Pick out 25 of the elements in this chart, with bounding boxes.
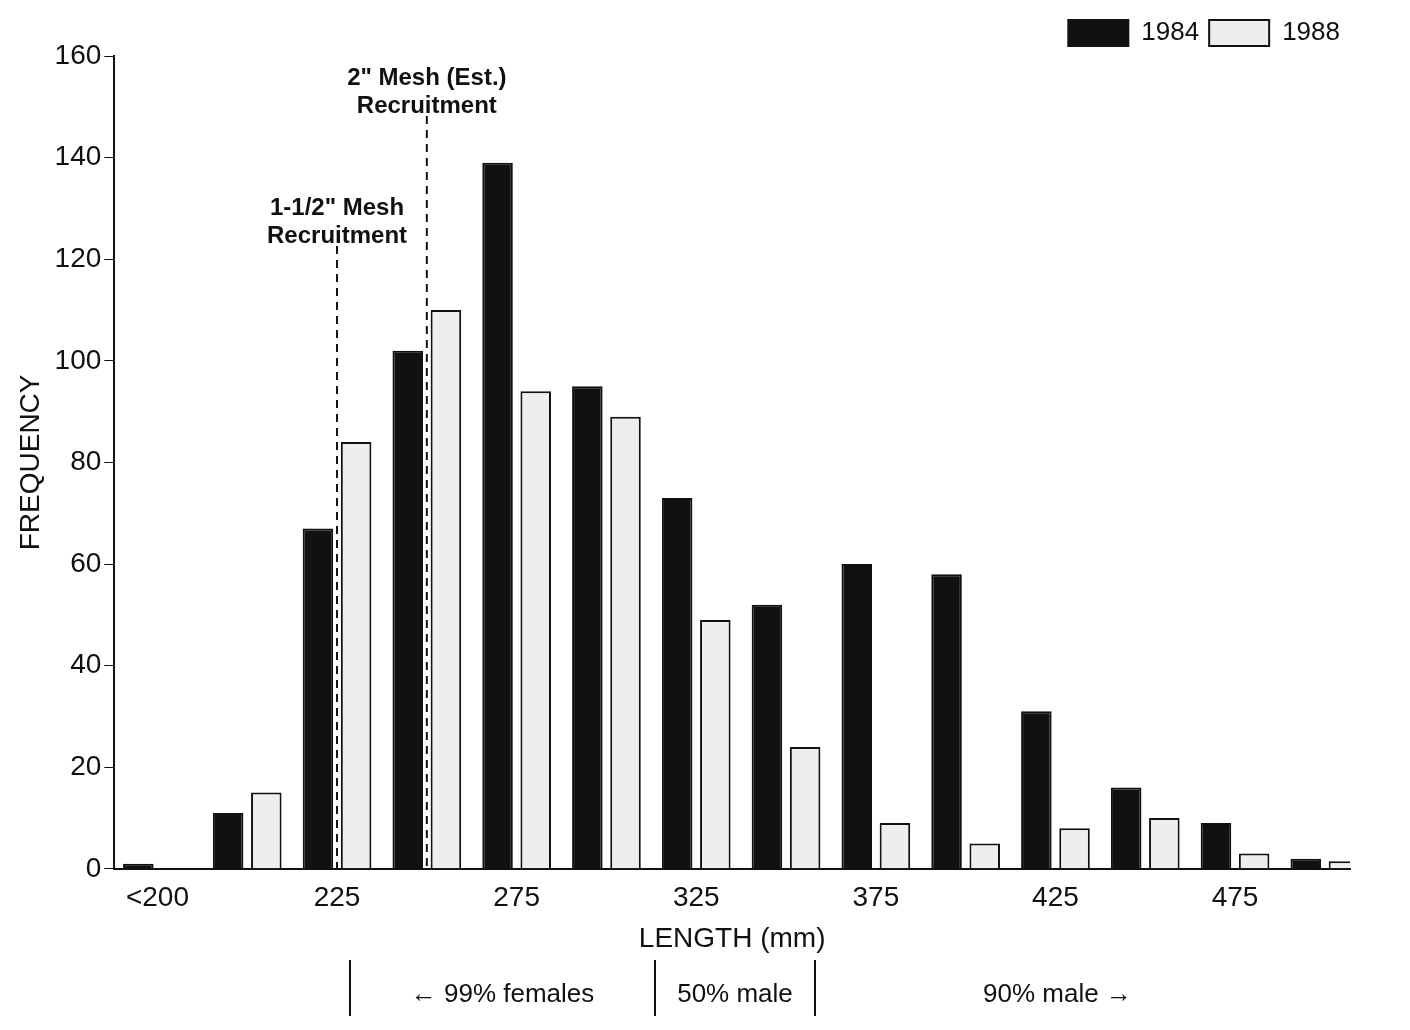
x-axis-title: LENGTH (mm) [638,921,826,953]
x-tick-label: 425 [1032,881,1079,913]
y-tick-label: 60 [70,546,102,578]
y-tick-label: 0 [85,851,102,883]
x-tick-label: 375 [852,881,900,913]
text: 50% male [676,978,794,1009]
legend-label: 1988 [1282,16,1340,47]
y-tick-label: 100 [54,343,102,375]
text: ← 99% females [409,978,596,1009]
y-tick-label: 20 [70,749,102,781]
x-tick-label: 225 [313,881,361,913]
x-tick-label: 325 [672,881,720,913]
x-tick-label: 475 [1211,881,1259,913]
legend-label: 1984 [1141,16,1200,47]
y-tick-label: 160 [54,38,102,70]
y-tick-label: 80 [70,445,102,477]
ref-line-label: 1-1/2" Mesh Recruitment [267,192,408,248]
y-tick-label: 140 [54,140,102,172]
x-tick-label: 275 [493,881,540,913]
y-tick-label: 40 [70,648,102,680]
y-axis-title: FREQUENCY [13,374,45,551]
x-tick-label: <200 [125,881,189,913]
ref-line-label: 2" Mesh (Est.) Recruitment [347,62,507,118]
y-tick-label: 120 [54,241,102,273]
text: 90% male → [982,978,1133,1009]
